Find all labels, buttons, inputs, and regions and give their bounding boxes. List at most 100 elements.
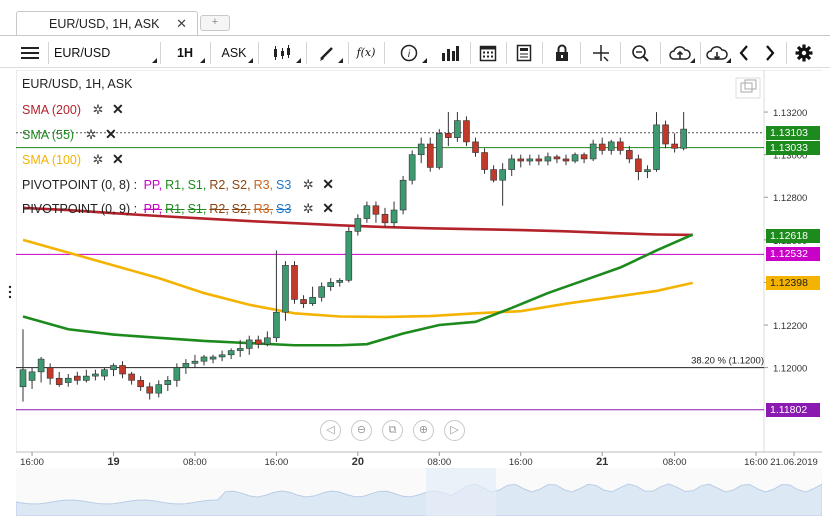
gear-icon[interactable]: ✲: [92, 102, 104, 117]
timeframe-label: 1H: [177, 46, 193, 60]
reset-icon: ⧉: [388, 424, 397, 436]
candle-body: [472, 141, 479, 153]
toolbar-separator: [210, 42, 211, 64]
time-axis-ticks: 16:00 19 08:00 16:00 20 08:00 16:00 21 08:00 16:0…: [20, 452, 818, 468]
candle-body: [463, 120, 470, 143]
pan-right-button[interactable]: ▷: [444, 420, 465, 441]
zoom-out-icon: ⊖: [356, 424, 367, 436]
toolbar-separator: [348, 42, 349, 64]
template-button[interactable]: [510, 41, 538, 65]
download-button[interactable]: [702, 41, 732, 65]
candle-body: [173, 367, 181, 381]
magnifier-icon: [632, 45, 649, 62]
legend-sma-100[interactable]: SMA (100) ✲ ✕: [22, 151, 124, 168]
price-tick-label: 1.12000: [773, 364, 807, 375]
moving-averages: [22, 206, 694, 347]
candle: [218, 350, 226, 362]
candle: [363, 201, 371, 223]
close-icon[interactable]: ✕: [104, 126, 117, 142]
gear-icon[interactable]: ✲: [302, 201, 314, 216]
dropdown-corner-icon: [338, 58, 343, 63]
pivot-level-s3: S3: [276, 178, 292, 192]
candle: [417, 137, 425, 164]
close-icon[interactable]: ✕: [322, 200, 334, 216]
candle-body: [218, 354, 226, 358]
add-tab-button[interactable]: +: [200, 15, 230, 31]
settings-button[interactable]: [792, 41, 816, 65]
info-icon: i: [400, 44, 418, 62]
menu-icon[interactable]: [16, 41, 44, 65]
chevron-right-icon: [766, 45, 775, 61]
upload-button[interactable]: [664, 41, 696, 65]
zoom-in-button[interactable]: ⊕: [413, 420, 434, 441]
drag-handle-icon[interactable]: [7, 285, 13, 299]
candle: [345, 227, 353, 283]
legend-sma-55[interactable]: SMA (55) ✲ ✕: [22, 126, 117, 143]
legend-pivot-8[interactable]: PIVOTPOINT (0, 8) : PP, R1, S1, R2, S2, R3, S3…: [22, 176, 334, 192]
symbol-selector[interactable]: EUR/USD: [50, 41, 158, 65]
candle-body: [37, 358, 45, 373]
scroll-right-button[interactable]: [760, 41, 780, 65]
pivot-level-r1: R1,: [165, 178, 185, 192]
candle: [182, 359, 190, 374]
candle-body: [589, 143, 597, 160]
zoom-out-button[interactable]: ⊖: [351, 420, 372, 441]
candle: [553, 154, 561, 164]
candle: [535, 154, 543, 166]
maximize-icon[interactable]: [735, 77, 761, 99]
chart-tab-title: EUR/USD, 1H, ASK: [49, 17, 160, 31]
pan-left-button[interactable]: ◁: [320, 420, 341, 441]
reset-view-button[interactable]: ⧉: [382, 420, 403, 441]
legend-sma-200[interactable]: SMA (200) ✲ ✕: [22, 101, 124, 118]
candle-body: [526, 158, 534, 162]
info-button[interactable]: i: [390, 41, 428, 65]
timeframe-selector[interactable]: 1H: [164, 41, 206, 65]
indicators-button[interactable]: f(x): [352, 41, 380, 65]
candle-body: [182, 363, 190, 368]
chart-type-button[interactable]: [262, 41, 302, 65]
candle: [64, 373, 72, 387]
close-icon[interactable]: ✕: [322, 176, 334, 192]
dropdown-corner-icon: [296, 58, 301, 63]
zoom-in-icon: ⊕: [418, 424, 429, 436]
toolbar-separator: [506, 42, 507, 64]
candle-body: [309, 297, 316, 305]
candle-body: [146, 386, 153, 394]
candle-body: [92, 373, 99, 377]
candle: [155, 380, 163, 398]
candle-body: [19, 369, 27, 388]
gear-icon[interactable]: ✲: [92, 152, 104, 167]
candle: [128, 371, 135, 385]
legend-pivot-9[interactable]: PIVOTPOINT (0, 9) : PP, R1, S1, R2, S2, R3, S3…: [22, 200, 334, 216]
candle-body: [454, 120, 461, 138]
side-selector[interactable]: ASK: [214, 41, 254, 65]
chart-area[interactable]: 1.132001.130001.128001.126001.124001.122…: [15, 69, 823, 517]
zoom-button[interactable]: [624, 41, 656, 65]
candle: [37, 356, 45, 383]
lock-button[interactable]: [548, 41, 576, 65]
pivot-level-pp: PP,: [143, 178, 163, 192]
close-icon[interactable]: ✕: [111, 151, 124, 167]
close-icon[interactable]: ✕: [176, 16, 187, 31]
candle-body: [28, 371, 36, 381]
pivot-level-r2: R2,: [209, 178, 229, 192]
gear-icon[interactable]: ✲: [302, 177, 314, 192]
crosshair-button[interactable]: [586, 41, 616, 65]
close-icon[interactable]: ✕: [111, 101, 124, 117]
cloud-upload-icon: [669, 46, 691, 60]
price-chart[interactable]: 1.132001.130001.128001.126001.124001.122…: [15, 69, 823, 517]
pivot-level-s2: S2,: [231, 202, 251, 216]
gear-icon[interactable]: ✲: [85, 127, 97, 142]
calendar-button[interactable]: [474, 41, 502, 65]
candle: [101, 367, 108, 381]
volume-button[interactable]: [434, 41, 466, 65]
chart-tab[interactable]: EUR/USD, 1H, ASK ✕: [16, 11, 198, 36]
scroll-left-button[interactable]: [734, 41, 754, 65]
candle-body: [535, 158, 543, 162]
navigator-strip[interactable]: [15, 468, 823, 517]
draw-tool-button[interactable]: [310, 41, 344, 65]
candle: [499, 163, 506, 206]
candle: [236, 339, 244, 357]
candle-body: [408, 154, 416, 181]
time-tick-label: 19: [107, 456, 119, 468]
